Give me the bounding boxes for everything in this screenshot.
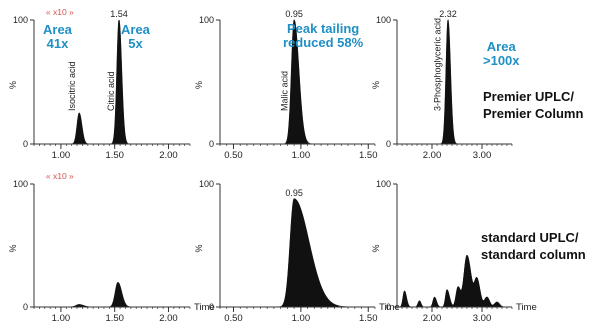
x-tick-label: 1.50 bbox=[105, 313, 124, 324]
chart-panel-premier-malic: 0 100% 0.50 1.00 1.50 Malic acid 0.95 bbox=[194, 9, 378, 161]
x-tick-label: 1.00 bbox=[52, 150, 71, 161]
y-tick-label: 0 bbox=[209, 139, 214, 149]
x-tick-label: 2.00 bbox=[423, 150, 442, 161]
chart-panel-standard-citric: 0 100% 1.00 1.50 2.00 Time « x10 » bbox=[8, 171, 215, 324]
chromatogram-peak bbox=[429, 296, 441, 308]
zoom-factor-label: « x10 » bbox=[46, 7, 74, 17]
y-axis-label: % bbox=[8, 244, 18, 252]
x-tick-label: 0.50 bbox=[224, 150, 243, 161]
chromatogram-peak bbox=[281, 198, 339, 308]
chromatogram-peak bbox=[72, 112, 88, 145]
x-tick-label: 1.00 bbox=[292, 313, 311, 324]
x-tick-label: 1.50 bbox=[359, 150, 378, 161]
y-tick-label: 100 bbox=[199, 15, 214, 25]
y-axis-label: % bbox=[371, 81, 381, 89]
premier-condition-label: Premier UPLC/Premier Column bbox=[483, 89, 584, 121]
annotation-area-100x: Area >100x bbox=[483, 39, 520, 68]
y-axis-label: % bbox=[371, 244, 381, 252]
compound-label: Isocitric acid bbox=[67, 61, 77, 111]
chromatogram-peak bbox=[399, 290, 411, 308]
x-tick-label: 3.00 bbox=[473, 313, 492, 324]
chromatogram-peak bbox=[414, 300, 425, 308]
compound-label: Malic acid bbox=[279, 71, 289, 111]
x-tick-label: 1.50 bbox=[359, 313, 378, 324]
y-tick-label: 100 bbox=[199, 179, 214, 189]
standard-condition-label: standard UPLC/standard column bbox=[481, 230, 586, 262]
y-tick-label: 100 bbox=[376, 179, 391, 189]
y-tick-label: 100 bbox=[376, 15, 391, 25]
y-axis-label: % bbox=[194, 81, 204, 89]
chart-panel-standard-3pga: 0 100% 2.00 3.00 Time bbox=[371, 179, 537, 324]
compound-label: 3-Phosphoglyceric acid bbox=[433, 18, 443, 111]
annotation-area-41x: Area 41x bbox=[43, 22, 72, 51]
y-tick-label: 0 bbox=[386, 302, 391, 312]
chromatogram-peak bbox=[441, 19, 456, 145]
annotation-peak-tailing: Peak tailing reduced 58% bbox=[283, 21, 364, 50]
chromatogram-peak bbox=[489, 300, 505, 308]
y-tick-label: 0 bbox=[209, 302, 214, 312]
x-tick-label: 0.50 bbox=[224, 313, 243, 324]
chromatogram-peak bbox=[442, 289, 455, 308]
chart-panel-premier-citric: 0 100% 1.00 1.50 2.00 « x10 » Isocitric acid Ci… bbox=[8, 7, 191, 161]
x-tick-label: 2.00 bbox=[159, 150, 178, 161]
x-tick-label: 1.00 bbox=[292, 150, 311, 161]
chromatogram-trace bbox=[34, 281, 190, 308]
x-axis-label: Time bbox=[194, 302, 215, 313]
x-axis-label: Time bbox=[516, 302, 537, 313]
retention-time-label: 0.95 bbox=[285, 9, 303, 19]
annotation-area-5x: Area 5x bbox=[121, 22, 150, 51]
chromatogram-trace bbox=[397, 254, 512, 308]
y-tick-label: 0 bbox=[23, 302, 28, 312]
x-tick-label: 1.50 bbox=[105, 150, 124, 161]
x-tick-label: 2.00 bbox=[423, 313, 442, 324]
x-tick-label: 1.00 bbox=[52, 313, 71, 324]
retention-time-label: 0.95 bbox=[285, 188, 303, 198]
chromatogram-peak bbox=[112, 19, 128, 145]
retention-time-label: 1.54 bbox=[110, 9, 128, 19]
y-tick-label: 100 bbox=[13, 15, 28, 25]
chromatogram-peak bbox=[109, 282, 130, 308]
chromatogram-peak bbox=[285, 19, 309, 145]
y-axis-label: % bbox=[8, 81, 18, 89]
retention-time-label: 2.32 bbox=[439, 9, 457, 19]
y-tick-label: 0 bbox=[23, 139, 28, 149]
compound-label: Citric acid bbox=[106, 71, 116, 111]
y-axis-label: % bbox=[194, 244, 204, 252]
x-tick-label: 3.00 bbox=[473, 150, 492, 161]
y-tick-label: 0 bbox=[386, 139, 391, 149]
x-tick-label: 2.00 bbox=[159, 313, 178, 324]
zoom-factor-label: « x10 » bbox=[46, 171, 74, 181]
y-tick-label: 100 bbox=[13, 179, 28, 189]
x-axis-label: Time bbox=[379, 302, 400, 313]
